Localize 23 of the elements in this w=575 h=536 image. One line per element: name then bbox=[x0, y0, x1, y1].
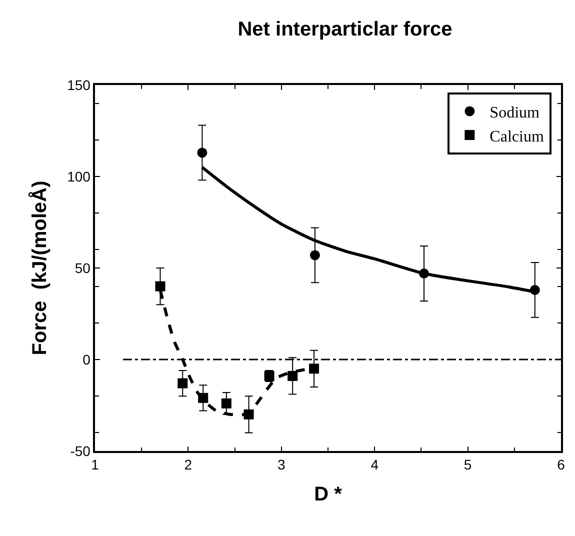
y-tick-label: -50 bbox=[70, 442, 91, 459]
x-tick-label: 4 bbox=[370, 456, 379, 473]
legend-label: Calcium bbox=[490, 128, 544, 146]
x-tick-label: 6 bbox=[557, 456, 566, 473]
point bbox=[197, 148, 208, 158]
x-tick-label: 3 bbox=[278, 456, 286, 473]
point bbox=[221, 398, 232, 408]
y-tick-label: 100 bbox=[67, 168, 91, 184]
point bbox=[309, 364, 320, 374]
y-tick-label: 50 bbox=[74, 260, 91, 276]
y-axis-title: Force (kJ/(moleÅ) bbox=[28, 180, 52, 356]
x-axis-title: D * bbox=[314, 484, 342, 506]
point bbox=[178, 378, 188, 388]
point bbox=[155, 281, 166, 292]
legend-label: Sodium bbox=[490, 104, 540, 122]
x-tick-label: 1 bbox=[91, 456, 100, 473]
y-tick-label: 150 bbox=[67, 76, 91, 93]
y-tick-label: 0 bbox=[82, 351, 91, 368]
x-tick-label: 2 bbox=[184, 456, 192, 473]
point bbox=[288, 370, 298, 381]
point bbox=[310, 250, 320, 260]
x-tick-label: 5 bbox=[464, 456, 472, 473]
chart-title: Net interparticlar force bbox=[238, 18, 452, 40]
